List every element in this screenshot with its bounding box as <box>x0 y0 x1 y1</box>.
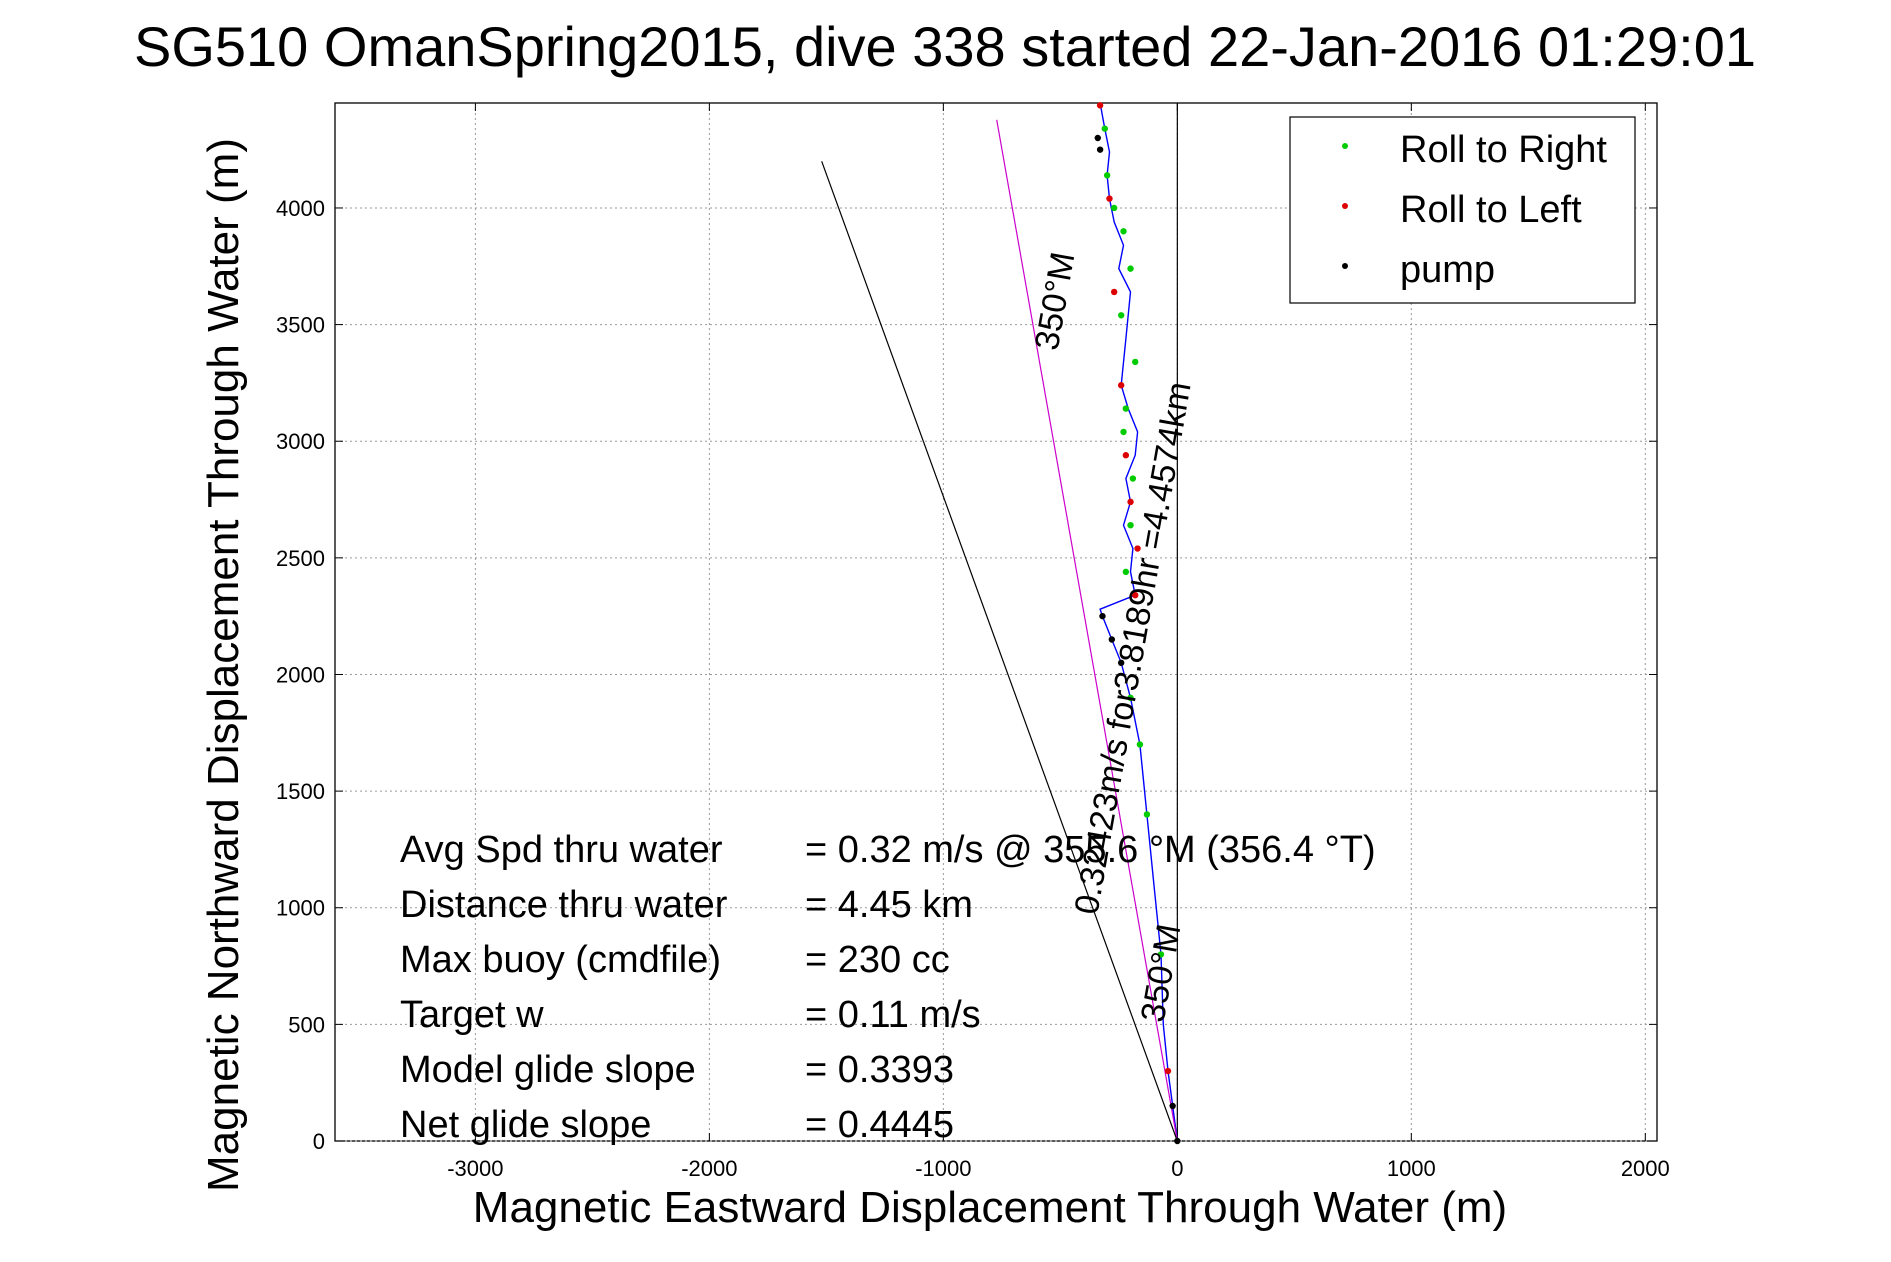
x-axis-label: Magnetic Eastward Displacement Through W… <box>473 1183 1507 1232</box>
legend-box <box>1289 116 1636 304</box>
roll-left-point <box>1122 452 1130 459</box>
x-tick-label: -1000 <box>915 1156 971 1181</box>
y-tick-label: 0 <box>313 1129 325 1154</box>
stat-label: Distance thru water <box>400 884 728 926</box>
pump-point <box>1174 1137 1181 1145</box>
legend-marker <box>1342 143 1348 149</box>
roll-right-point <box>1127 265 1134 272</box>
roll-right-point <box>1127 694 1134 702</box>
pump-point <box>1094 134 1101 142</box>
roll-left-point <box>1132 591 1139 599</box>
stat-label: Net glide slope <box>400 1104 651 1146</box>
y-axis-label: Magnetic Northward Displacement Through … <box>199 138 248 1192</box>
roll-left-point <box>1117 382 1125 389</box>
x-tick-label: -3000 <box>447 1156 503 1181</box>
y-tick-label: 1500 <box>276 779 325 804</box>
legend-label: Roll to Left <box>1400 189 1582 231</box>
roll-left-point <box>1110 288 1118 296</box>
roll-right-point <box>1101 125 1109 132</box>
roll-right-point <box>1120 428 1127 436</box>
pump-point <box>1096 146 1104 153</box>
legend-marker <box>1342 263 1348 269</box>
pump-point <box>1108 636 1116 643</box>
roll-right-point <box>1120 228 1127 235</box>
roll-right-point <box>1110 204 1118 212</box>
series-line <box>1099 102 1178 1142</box>
data-lines <box>821 102 1178 1142</box>
pump-point <box>1117 659 1125 667</box>
roll-right-point <box>1122 568 1130 576</box>
pump-point <box>1169 1102 1176 1110</box>
y-tick-label: 500 <box>288 1012 325 1037</box>
legend-marker <box>1342 203 1348 209</box>
y-tick-label: 3000 <box>276 429 325 454</box>
roll-right-point <box>1103 172 1111 179</box>
y-tick-label: 3500 <box>276 313 325 338</box>
axes: -3000 -2000 -1000 0 1000 2000 0 500 1000 1500 2000… <box>276 103 1670 1181</box>
chart-title: SG510 OmanSpring2015, dive 338 started 2… <box>134 15 1756 78</box>
stat-value: = 0.3393 <box>805 1049 954 1091</box>
data-points <box>1094 102 1181 1145</box>
legend-label: Roll to Right <box>1400 129 1607 171</box>
roll-left-point <box>1096 102 1104 109</box>
roll-left-point <box>1134 545 1141 552</box>
stat-label: Max buoy (cmdfile) <box>400 939 721 981</box>
series-line <box>821 161 1178 1142</box>
roll-right-point <box>1122 405 1130 412</box>
roll-right-point <box>1136 741 1144 748</box>
stat-value: = 4.45 km <box>805 884 973 926</box>
y-tick-label: 1000 <box>276 896 325 921</box>
roll-right-point <box>1132 358 1139 366</box>
roll-right-point <box>1157 951 1165 958</box>
x-tick-label: 1000 <box>1387 1156 1436 1181</box>
roll-right-point <box>1143 811 1151 818</box>
roll-right-point <box>1129 475 1137 482</box>
x-tick-label: 2000 <box>1621 1156 1670 1181</box>
x-tick-label: -2000 <box>681 1156 737 1181</box>
roll-left-point <box>1164 1067 1172 1075</box>
pump-point <box>1099 612 1106 620</box>
stat-value: = 230 cc <box>805 939 950 981</box>
stat-label: Model glide slope <box>400 1049 696 1091</box>
y-tick-label: 4000 <box>276 196 325 221</box>
stat-value: = 0.32 m/s @ 355.6 °M (356.4 °T) <box>805 829 1376 871</box>
y-tick-label: 2000 <box>276 662 325 687</box>
roll-left-point <box>1106 195 1113 202</box>
roll-left-point <box>1127 498 1134 506</box>
x-tick-label: 0 <box>1171 1156 1183 1181</box>
stat-value: = 0.4445 <box>805 1104 954 1146</box>
legend-label: pump <box>1400 249 1495 291</box>
stats-block: Avg Spd thru water = 0.32 m/s @ 355.6 °M … <box>400 829 1376 1146</box>
stat-value: = 0.11 m/s <box>805 994 981 1036</box>
stat-label: Target w <box>400 994 544 1036</box>
y-tick-label: 2500 <box>276 546 325 571</box>
roll-right-point <box>1127 521 1134 529</box>
roll-right-point <box>1117 312 1125 319</box>
legend: Roll to Right Roll to Left pump <box>1289 116 1636 304</box>
stat-label: Avg Spd thru water <box>400 829 723 871</box>
series-line <box>996 119 1178 1142</box>
